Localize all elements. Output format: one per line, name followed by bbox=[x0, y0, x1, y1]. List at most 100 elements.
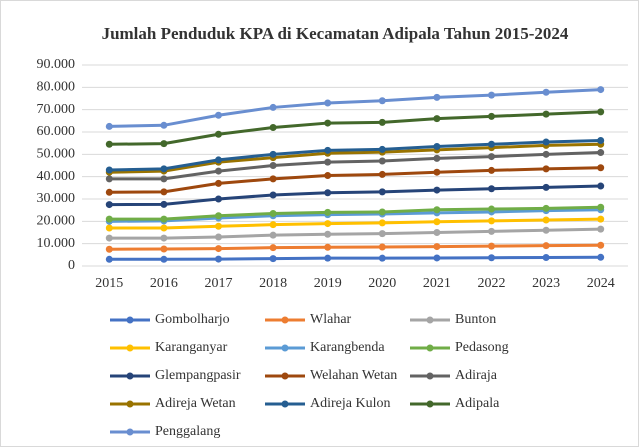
point bbox=[269, 103, 277, 111]
y-tick-label: 0 bbox=[68, 258, 75, 273]
point bbox=[488, 185, 495, 193]
point bbox=[597, 225, 605, 233]
legend-label: Adipala bbox=[455, 396, 500, 411]
legend-marker bbox=[281, 400, 289, 408]
point bbox=[215, 195, 222, 203]
series-line bbox=[109, 88, 601, 128]
point bbox=[433, 229, 441, 236]
point bbox=[488, 112, 495, 120]
legend-marker bbox=[281, 316, 289, 324]
point bbox=[215, 111, 222, 119]
point bbox=[215, 130, 222, 138]
point bbox=[433, 143, 441, 151]
point bbox=[105, 215, 113, 223]
point bbox=[597, 164, 605, 172]
point bbox=[378, 145, 386, 153]
legend-marker bbox=[426, 344, 434, 352]
point bbox=[433, 154, 441, 162]
point bbox=[105, 122, 113, 130]
x-tick-label: 2020 bbox=[368, 276, 396, 291]
point bbox=[324, 146, 332, 154]
legend-label: Adireja Wetan bbox=[155, 396, 236, 411]
series-line bbox=[109, 110, 601, 146]
point bbox=[324, 243, 332, 251]
point bbox=[269, 162, 277, 169]
point bbox=[378, 254, 386, 262]
series-line bbox=[109, 227, 601, 240]
point bbox=[378, 230, 386, 238]
point bbox=[269, 150, 277, 158]
legend-marker bbox=[126, 316, 134, 324]
point bbox=[378, 188, 386, 196]
legend-label: Wlahar bbox=[310, 312, 352, 327]
legend-label: Gombolharjo bbox=[155, 312, 230, 327]
point bbox=[215, 179, 222, 187]
legend-label: Penggalang bbox=[155, 424, 220, 439]
point bbox=[160, 255, 168, 263]
point bbox=[160, 121, 168, 129]
legend-marker bbox=[281, 344, 289, 352]
point bbox=[324, 99, 332, 107]
point bbox=[433, 243, 441, 251]
x-tick-label: 2023 bbox=[532, 276, 560, 291]
legend-marker bbox=[426, 400, 434, 408]
legend-marker bbox=[126, 428, 134, 436]
legend-marker bbox=[281, 372, 289, 380]
point bbox=[269, 255, 277, 263]
point bbox=[378, 118, 386, 126]
point bbox=[269, 244, 277, 252]
legend-label: Adiraja bbox=[455, 368, 498, 383]
point bbox=[324, 254, 332, 262]
series-line bbox=[109, 166, 601, 194]
point bbox=[269, 231, 277, 239]
y-tick-label: 90.000 bbox=[37, 57, 76, 72]
point bbox=[105, 175, 113, 183]
point bbox=[105, 255, 113, 263]
point bbox=[488, 205, 495, 213]
point bbox=[324, 158, 332, 166]
point bbox=[542, 138, 550, 146]
point bbox=[324, 119, 332, 127]
point bbox=[433, 206, 441, 214]
point bbox=[488, 242, 495, 250]
series-line bbox=[109, 243, 601, 251]
legend-marker bbox=[426, 316, 434, 324]
point bbox=[160, 188, 168, 196]
point bbox=[324, 189, 332, 197]
point bbox=[433, 168, 441, 176]
legend-label: Karanganyar bbox=[155, 340, 228, 355]
point bbox=[488, 217, 495, 225]
point bbox=[105, 188, 113, 196]
point bbox=[488, 91, 495, 99]
point bbox=[542, 150, 550, 158]
point bbox=[542, 226, 550, 234]
legend-marker bbox=[126, 400, 134, 408]
x-tick-label: 2018 bbox=[259, 276, 287, 291]
point bbox=[378, 97, 386, 105]
point bbox=[542, 110, 550, 118]
point bbox=[324, 172, 332, 180]
series-line bbox=[109, 142, 601, 174]
series-line bbox=[109, 138, 601, 172]
point bbox=[378, 208, 386, 216]
series-line bbox=[109, 255, 601, 261]
point bbox=[542, 165, 550, 173]
point bbox=[269, 191, 277, 199]
point bbox=[542, 88, 550, 96]
point bbox=[160, 215, 168, 223]
legend-marker bbox=[426, 372, 434, 380]
point bbox=[542, 204, 550, 212]
point bbox=[597, 182, 605, 190]
point bbox=[488, 227, 495, 235]
point bbox=[215, 222, 222, 230]
point bbox=[269, 124, 277, 132]
point bbox=[433, 115, 441, 123]
point bbox=[488, 254, 495, 262]
point bbox=[597, 203, 605, 211]
point bbox=[378, 219, 386, 227]
point bbox=[105, 245, 113, 253]
y-tick-label: 20.000 bbox=[37, 214, 76, 229]
point bbox=[433, 93, 441, 101]
y-tick-label: 50.000 bbox=[37, 147, 76, 162]
